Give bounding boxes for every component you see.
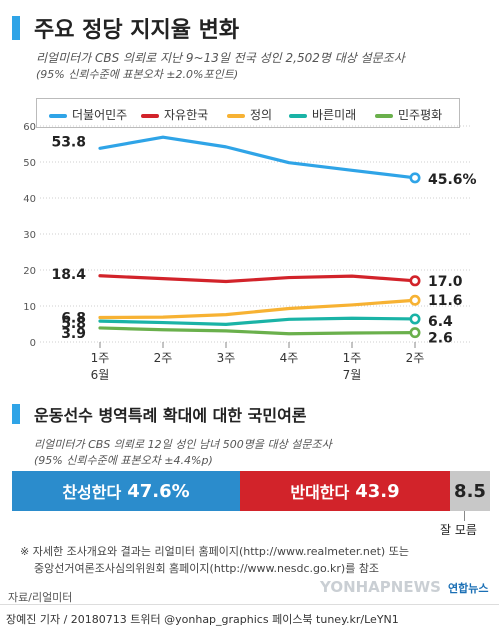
- poll-margin-of-error: (95% 신뢰수준에 표본오차 ±4.4%p): [34, 454, 213, 467]
- legend-label-peace-democracy: 민주평화: [398, 108, 443, 122]
- legend-item-justice: 정의: [227, 106, 272, 123]
- y-tick-label: 20: [23, 266, 36, 277]
- series-end-label: 17.0: [428, 274, 463, 290]
- x-tick-label: 2주: [406, 351, 425, 365]
- chart-legend: 더불어민주 자유한국 정의 바른미래 민주평화: [36, 98, 460, 128]
- series-end-label: 6.4: [428, 314, 453, 330]
- y-tick-label: 10: [23, 302, 36, 313]
- y-tick-label: 60: [23, 122, 36, 133]
- legend-item-peace-democracy: 민주평화: [375, 106, 442, 123]
- disagree-label: 반대한다: [290, 483, 350, 502]
- series-end-marker: [409, 294, 421, 306]
- bar-segment-agree: 찬성한다 47.6%: [12, 471, 240, 511]
- title-accent-bar: [12, 16, 20, 40]
- series-end-label: 11.6: [428, 293, 463, 309]
- series-start-label: 5.8: [61, 316, 86, 332]
- series-line: [98, 274, 417, 284]
- series-end-marker: [409, 172, 421, 184]
- y-tick-label: 50: [23, 158, 36, 169]
- yonhap-watermark: YONHAPNEWS: [320, 578, 441, 596]
- legend-swatch-bareunmirae: [289, 113, 307, 118]
- survey-subtitle: 리얼미터가 CBS 의뢰로 지난 9~13일 전국 성인 2,502명 대상 설…: [36, 51, 405, 65]
- y-tick-label: 0: [30, 338, 36, 349]
- x-tick-label: 3주: [217, 351, 236, 365]
- x-tick-label: 4주: [280, 351, 299, 365]
- legend-item-bareunmirae: 바른미래: [289, 106, 356, 123]
- series-end-label: 2.6: [428, 331, 453, 347]
- x-tick-label: 1주: [343, 351, 362, 365]
- source-label: 자료/리얼미터: [8, 591, 73, 604]
- legend-label-bareunmirae: 바른미래: [312, 108, 357, 122]
- bar-segment-disagree: 반대한다 43.9: [240, 471, 450, 511]
- title-accent-bar-2: [12, 404, 20, 424]
- dontknow-connector: [464, 511, 465, 521]
- legend-swatch-justice: [227, 113, 245, 118]
- x-tick-month-label: 6월: [91, 368, 110, 380]
- note-line-1: ※ 자세한 조사개요와 결과는 리얼미터 홈페이지(http://www.rea…: [20, 545, 409, 558]
- series-end-label: 45.6%: [428, 172, 477, 188]
- opinion-stacked-bar: 찬성한다 47.6% 반대한다 43.9 8.5: [12, 471, 490, 511]
- series-start-label: 6.8: [61, 311, 86, 327]
- legend-label-liberty-korea: 자유한국: [164, 108, 209, 122]
- dontknow-label: 잘 모름: [440, 523, 477, 537]
- disagree-value: 43.9: [355, 480, 400, 502]
- legend-item-democratic: 더불어민주: [49, 106, 127, 123]
- yonhap-logo: 연합뉴스: [448, 582, 489, 595]
- series-line: [98, 298, 417, 320]
- series-start-label: 3.9: [61, 326, 86, 342]
- x-tick-month-label: 7월: [343, 368, 362, 380]
- series-end-marker: [409, 313, 421, 325]
- legend-label-democratic: 더불어민주: [72, 108, 128, 122]
- poll-title: 운동선수 병역특례 확대에 대한 국민여론: [34, 406, 307, 425]
- y-tick-label: 30: [23, 230, 36, 241]
- credit-line: 장예진 기자 / 20180713 트위터 @yonhap_graphics 페…: [6, 613, 399, 626]
- legend-swatch-liberty-korea: [141, 113, 159, 118]
- legend-swatch-democratic: [49, 113, 67, 118]
- series-end-marker: [409, 275, 421, 287]
- poll-subtitle: 리얼미터가 CBS 의뢰로 12일 성인 남녀 500명을 대상 설문조사: [34, 438, 332, 451]
- series-line: [98, 316, 417, 326]
- line-chart: 0 10 20 30 40 50 60 1주 6월 2주 3주 4주 1주 7월 2주 53.8 45.6% 18…: [23, 122, 477, 380]
- page-title: 주요 정당 지지율 변화: [34, 18, 240, 43]
- series-start-label: 53.8: [51, 134, 86, 150]
- agree-value: 47.6%: [127, 480, 190, 502]
- footer-divider: [0, 604, 499, 605]
- series-line: [98, 135, 417, 180]
- series-start-label: 18.4: [51, 267, 86, 283]
- legend-swatch-peace-democracy: [375, 113, 393, 118]
- note-line-2: 중앙선거여론조사심의위원회 홈페이지(http://www.nesdc.go.k…: [34, 562, 380, 575]
- series-end-marker: [409, 327, 421, 339]
- bar-segment-dontknow: 8.5: [450, 471, 490, 511]
- x-tick-label: 2주: [154, 351, 173, 365]
- agree-label: 찬성한다: [62, 483, 122, 502]
- series-line: [98, 326, 417, 336]
- margin-of-error: (95% 신뢰수준에 표본오차 ±2.0%포인트): [36, 68, 239, 81]
- dontknow-value: 8.5: [454, 480, 486, 502]
- x-tick-label: 1주: [91, 351, 110, 365]
- legend-label-justice: 정의: [250, 108, 273, 122]
- y-tick-label: 40: [23, 194, 36, 205]
- legend-item-liberty-korea: 자유한국: [141, 106, 208, 123]
